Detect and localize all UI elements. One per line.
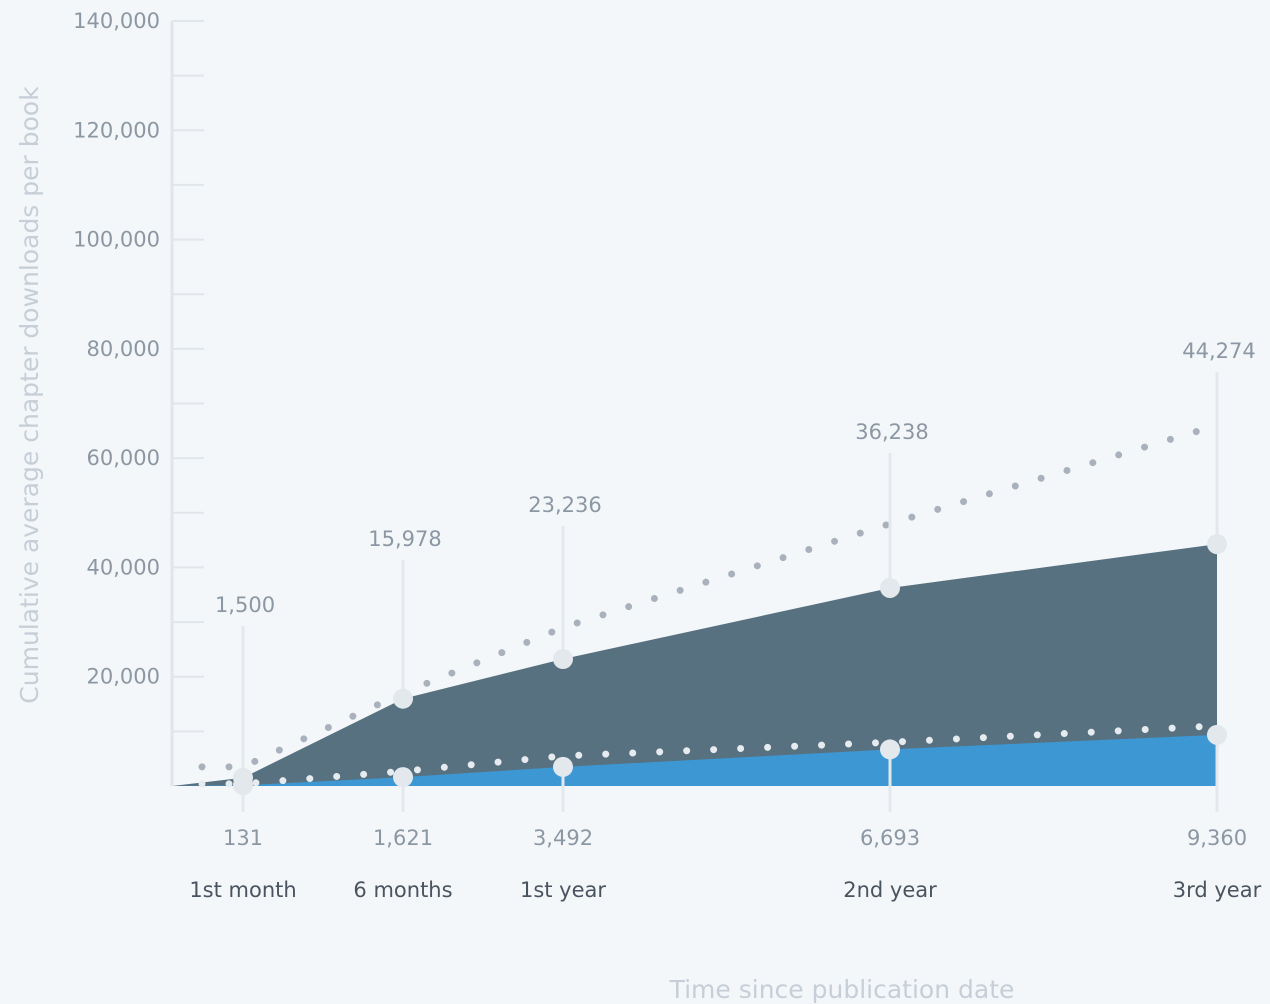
data-label-upper: 44,274 <box>1182 339 1255 363</box>
data-label-lower: 6,693 <box>860 826 920 850</box>
y-tick-label: 100,000 <box>73 228 160 252</box>
y-axis-title: Cumulative average chapter downloads per… <box>15 86 44 704</box>
markers-layer <box>233 372 1227 812</box>
marker-upper <box>393 688 413 709</box>
x-axis-title: Time since publication date <box>669 975 1015 1004</box>
y-tick-label: 140,000 <box>73 9 160 33</box>
data-label-upper: 23,236 <box>528 493 601 517</box>
data-label-upper: 1,500 <box>215 593 275 617</box>
data-label-upper: 15,978 <box>368 527 441 551</box>
marker-lower <box>393 767 413 788</box>
marker-upper <box>553 649 573 670</box>
data-label-lower: 3,492 <box>533 826 593 850</box>
y-tick-label: 80,000 <box>87 337 160 361</box>
labels-layer: 1,500 131 1st month 15,978 1,621 6 months 23,2… <box>189 339 1261 902</box>
x-category-label: 1st year <box>520 878 606 902</box>
data-label-lower: 1,621 <box>373 826 433 850</box>
marker-lower <box>880 739 900 760</box>
area-series-lower <box>172 734 1217 786</box>
y-tick-label: 40,000 <box>87 555 160 579</box>
data-label-lower: 131 <box>223 826 263 850</box>
marker-lower <box>553 756 573 777</box>
marker-upper <box>1207 534 1227 555</box>
y-tick-label: 60,000 <box>87 446 160 470</box>
x-category-label: 2nd year <box>843 878 937 902</box>
x-category-label: 3rd year <box>1173 878 1262 902</box>
marker-lower <box>1207 724 1227 745</box>
y-tick-label: 120,000 <box>73 118 160 142</box>
x-category-label: 1st month <box>189 878 296 902</box>
y-tick-label: 20,000 <box>87 665 160 689</box>
area-series-total <box>172 544 1217 786</box>
marker-upper <box>880 577 900 598</box>
data-label-upper: 36,238 <box>855 420 928 444</box>
marker-lower <box>233 775 253 796</box>
data-label-lower: 9,360 <box>1187 826 1247 850</box>
x-category-label: 6 months <box>353 878 452 902</box>
areas-layer <box>172 544 1217 786</box>
y-axis: 20,000 40,000 60,000 80,000 100,000 120,000 14… <box>73 9 204 786</box>
